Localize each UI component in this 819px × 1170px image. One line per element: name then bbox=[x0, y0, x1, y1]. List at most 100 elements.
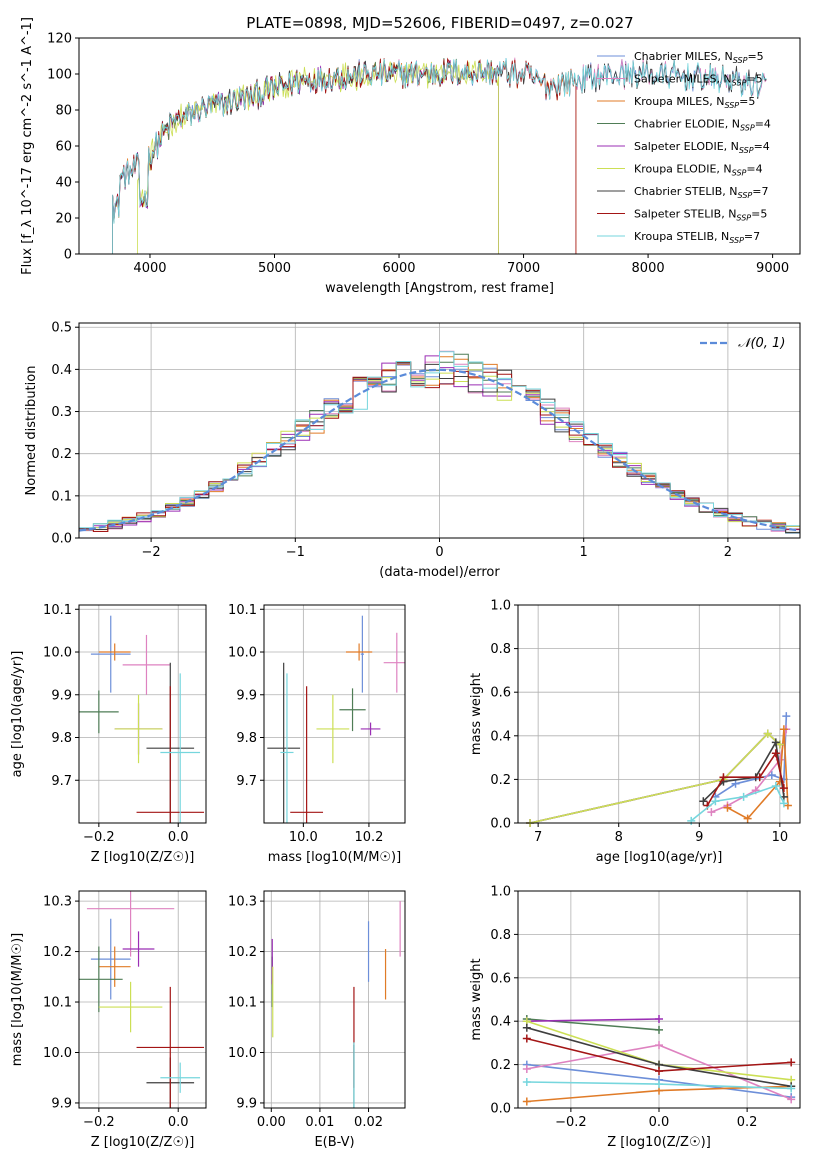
weight-marker bbox=[522, 1097, 531, 1106]
weight-marker bbox=[775, 740, 784, 749]
legend-entry-suffix: =4 bbox=[755, 118, 771, 131]
legend-entry: Salpeter MILES, NSSP=5 bbox=[634, 73, 763, 88]
axes-frame bbox=[78, 322, 801, 539]
weight-marker bbox=[782, 712, 791, 721]
x-axis-label: age [log10(age/yr)] bbox=[596, 850, 723, 865]
weight-line-salpeter-stelib bbox=[703, 749, 788, 810]
legend-entry-sub: SSP bbox=[732, 169, 747, 178]
errorbar-chabrier-miles bbox=[360, 615, 365, 693]
weight-line-kroupa-miles bbox=[723, 725, 792, 823]
legend-entry-text: Salpeter MILES, N bbox=[634, 73, 732, 86]
x-tick-label: 0.0 bbox=[168, 830, 189, 845]
y-tick-label: 40 bbox=[55, 176, 72, 191]
errorbar-kroupa-elodie bbox=[316, 694, 350, 764]
legend-entry-sub: SSP bbox=[738, 191, 753, 200]
y-tick-label: 0.0 bbox=[490, 817, 511, 832]
weight-marker bbox=[711, 797, 720, 806]
y-tick-label: 0.8 bbox=[490, 928, 511, 943]
y-tick-label: 100 bbox=[47, 68, 72, 83]
y-tick-label: 9.9 bbox=[236, 688, 257, 703]
errorbar-group bbox=[79, 891, 205, 1108]
legend-entry-text: Salpeter STELIB, N bbox=[634, 208, 736, 221]
x-tick-label: 0 bbox=[435, 545, 443, 560]
x-tick-label: 8 bbox=[615, 830, 623, 845]
x-tick-label: 8000 bbox=[632, 261, 665, 276]
errorbar-kroupa-elodie bbox=[98, 981, 163, 1033]
errorbar-salpeter-miles bbox=[122, 634, 171, 695]
y-tick-label: 0.0 bbox=[490, 1102, 511, 1117]
errorbar-salpeter-stelib bbox=[290, 686, 324, 823]
axes-frame bbox=[517, 890, 801, 1109]
errorbar-chabrier-miles bbox=[90, 918, 131, 1000]
legend-entry-sub: SSP bbox=[733, 56, 748, 65]
weight-marker bbox=[731, 779, 740, 788]
errorbar-chabrier-elodie bbox=[79, 946, 123, 1013]
legend-entry-sub: SSP bbox=[724, 101, 739, 110]
y-tick-label: 10.1 bbox=[43, 603, 72, 618]
y-tick-label: 10.2 bbox=[43, 945, 72, 960]
legend-entry-suffix: =7 bbox=[744, 230, 760, 243]
y-tick-label: 9.9 bbox=[236, 1096, 257, 1111]
x-axis-label: E(B-V) bbox=[314, 1135, 354, 1150]
y-tick-label: 9.7 bbox=[51, 774, 72, 789]
axes-frame bbox=[78, 604, 207, 824]
weight-marker bbox=[787, 1058, 796, 1067]
legend-entry-sub: SSP bbox=[740, 124, 755, 133]
weight-marker bbox=[787, 1095, 796, 1104]
errorbar-salpeter-miles bbox=[383, 632, 405, 693]
y-tick-label: 1.0 bbox=[490, 885, 511, 900]
panels: 4000 5000 6000 7000 8000 9000020406080100120w… bbox=[10, 17, 801, 1150]
y-tick-label: 1.0 bbox=[490, 599, 511, 614]
weight-line-kroupa-stelib bbox=[522, 1077, 796, 1093]
y-tick-label: 0.2 bbox=[51, 447, 72, 462]
x-tick-label: 0.0 bbox=[168, 1115, 189, 1130]
weight-line bbox=[526, 1018, 660, 1022]
weight-line bbox=[529, 732, 781, 824]
x-tick-label: 1 bbox=[580, 545, 588, 560]
weight-lines-group bbox=[522, 1015, 796, 1106]
x-tick-label: 0.0 bbox=[649, 1115, 670, 1130]
errorbar-group bbox=[267, 615, 405, 823]
legend-entry-text: Kroupa STELIB, N bbox=[634, 230, 729, 243]
axes-frame bbox=[263, 890, 406, 1109]
y-tick-label: 10.1 bbox=[43, 996, 72, 1011]
legend-entry-text: Chabrier MILES, N bbox=[634, 50, 733, 63]
weight-marker bbox=[522, 1064, 531, 1073]
weight-line-salpeter-miles bbox=[522, 1041, 796, 1104]
y-tick-label: 0.6 bbox=[490, 686, 511, 701]
weight-marker bbox=[783, 801, 792, 810]
x-tick-label: 0.02 bbox=[354, 1115, 383, 1130]
weight-marker bbox=[743, 814, 752, 823]
y-axis-label: Normed distribution bbox=[24, 366, 39, 496]
y-axis-label: mass weight bbox=[469, 958, 484, 1040]
errorbar-kroupa-elodie bbox=[114, 694, 163, 764]
weight-marker bbox=[779, 725, 788, 734]
errorbar-kroupa-stelib bbox=[160, 1062, 201, 1093]
histogram-salpeter-stelib bbox=[79, 361, 800, 532]
y-tick-label: 0.4 bbox=[490, 1015, 511, 1030]
y-axis-label: Flux [f_λ 10^-17 erg cm^-2 s^-1 A^-1] bbox=[20, 17, 35, 275]
spectrum-series-group bbox=[112, 57, 767, 254]
x-tick-label: −0.2 bbox=[83, 1115, 115, 1130]
weight-marker bbox=[655, 1080, 663, 1089]
legend-entry-text: Chabrier STELIB, N bbox=[634, 185, 738, 198]
x-axis-label: Z [log10(Z/Z☉)] bbox=[607, 1135, 711, 1150]
y-tick-label: 0.3 bbox=[51, 405, 72, 420]
x-tick-label: 9 bbox=[695, 830, 703, 845]
legend-entry: Kroupa ELODIE, NSSP=4 bbox=[634, 163, 763, 178]
y-tick-label: 9.7 bbox=[236, 774, 257, 789]
y-tick-label: 0.2 bbox=[490, 773, 511, 788]
y-tick-label: 0 bbox=[64, 248, 72, 263]
x-axis-label: wavelength [Angstrom, rest frame] bbox=[325, 281, 554, 296]
y-tick-label: 80 bbox=[55, 104, 72, 119]
axes-mass_vs_EBV: 0.00 0.01 0.02 9.9 10.0 10.1 10.2 10.3 E(B-V) bbox=[228, 890, 406, 1150]
x-tick-label: 2 bbox=[724, 545, 732, 560]
y-tick-label: 0.4 bbox=[490, 729, 511, 744]
errorbar-chabrier-stelib bbox=[267, 662, 301, 823]
errorbar-chabrier-miles bbox=[90, 615, 131, 693]
axes-spectrum: 4000 5000 6000 7000 8000 9000 0 20 40 60 80 100 120 w… bbox=[20, 17, 801, 296]
weight-marker bbox=[767, 771, 776, 780]
y-tick-label: 10.0 bbox=[43, 1046, 72, 1061]
weight-marker bbox=[655, 1041, 663, 1050]
y-tick-label: 0.2 bbox=[490, 1058, 511, 1073]
